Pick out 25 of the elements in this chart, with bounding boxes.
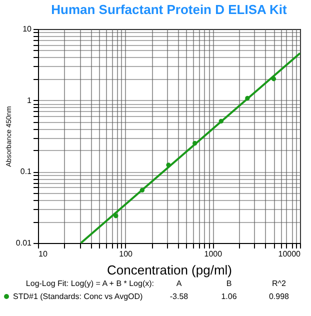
text: 1.06 — [220, 292, 238, 301]
point — [218, 118, 224, 124]
text: B — [225, 279, 233, 288]
text: A — [175, 279, 183, 288]
point — [166, 162, 171, 168]
y-tick-label: 10 — [22, 24, 32, 34]
y-tick-label: 0.1 — [20, 167, 32, 176]
x-tick-label: 100 — [119, 250, 134, 258]
x-tick-label: 10000 — [278, 250, 302, 258]
point — [140, 188, 145, 193]
legend-label: STD#1 (Standards: Conc vs AvgOD) — [13, 292, 143, 301]
point — [245, 96, 250, 101]
x-tick-label: 1000 — [204, 250, 223, 258]
text: R^2 — [271, 279, 287, 288]
text: -3.58 — [168, 292, 190, 301]
x-axis-title: Concentration (pg/ml) — [107, 262, 232, 278]
point — [271, 76, 276, 82]
text: Log-Log Fit: Log(y) = A + B * Log(x): — [24, 279, 154, 288]
y-tick-label: 0.01 — [16, 238, 32, 248]
text: 0.998 — [268, 292, 290, 301]
x-tick-label: 10 — [38, 250, 48, 258]
point — [192, 140, 198, 146]
y-tick-label: 1 — [27, 96, 32, 105]
point — [114, 214, 118, 218]
chart-title: Human Surfactant Protein D ELISA Kit — [51, 2, 288, 17]
